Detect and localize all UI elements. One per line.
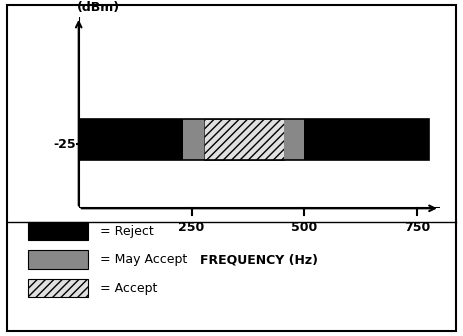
Text: -25: -25 [53, 138, 76, 151]
Bar [305, 119, 429, 161]
Text: LEVEL
(dBm): LEVEL (dBm) [76, 0, 119, 14]
Bar [79, 119, 182, 161]
Text: = May Accept: = May Accept [100, 253, 187, 266]
Text: FREQUENCY (Hz): FREQUENCY (Hz) [200, 253, 318, 266]
Text: 750: 750 [404, 221, 431, 234]
Text: = Accept: = Accept [100, 282, 157, 295]
Bar [204, 119, 284, 161]
Text: 0: 0 [75, 221, 83, 234]
Text: 250: 250 [178, 221, 205, 234]
Text: 500: 500 [291, 221, 318, 234]
Bar [182, 119, 204, 161]
Bar [79, 119, 429, 161]
Bar [284, 119, 305, 161]
Text: = Reject: = Reject [100, 224, 153, 238]
